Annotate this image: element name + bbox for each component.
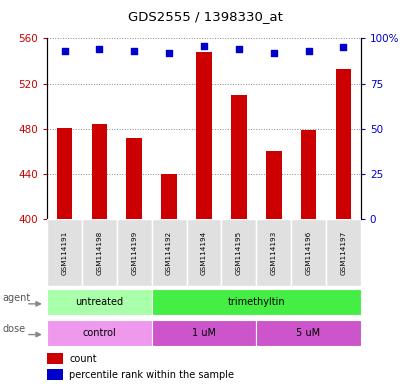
Bar	[161, 174, 177, 219]
Text: GSM114198: GSM114198	[96, 230, 102, 275]
Bar	[126, 138, 142, 219]
Text: GSM114195: GSM114195	[235, 230, 241, 275]
Text: GSM114199: GSM114199	[131, 230, 137, 275]
Text: GSM114196: GSM114196	[305, 230, 311, 275]
Text: GSM114192: GSM114192	[166, 230, 172, 275]
Bar	[151, 320, 256, 346]
Bar	[56, 127, 72, 219]
Bar	[325, 219, 360, 286]
Bar	[256, 219, 290, 286]
Bar	[300, 130, 316, 219]
Bar	[196, 52, 211, 219]
Text: trimethyltin: trimethyltin	[227, 297, 284, 308]
Bar	[47, 369, 63, 381]
Bar	[151, 219, 186, 286]
Bar	[221, 219, 256, 286]
Point	[166, 50, 172, 56]
Text: control: control	[82, 328, 116, 338]
Text: GDS2555 / 1398330_at: GDS2555 / 1398330_at	[127, 10, 282, 23]
Bar	[335, 69, 351, 219]
Text: GSM114191: GSM114191	[61, 230, 67, 275]
Point	[96, 46, 103, 52]
Bar	[230, 95, 246, 219]
Text: GSM114193: GSM114193	[270, 230, 276, 275]
Bar	[47, 320, 151, 346]
Text: GSM114197: GSM114197	[339, 230, 346, 275]
Bar	[256, 320, 360, 346]
Bar	[151, 290, 360, 315]
Bar	[47, 353, 63, 364]
Text: GSM114194: GSM114194	[200, 230, 207, 275]
Text: dose: dose	[2, 324, 25, 334]
Point	[305, 48, 311, 54]
Text: 1 uM: 1 uM	[191, 328, 216, 338]
Bar	[47, 290, 151, 315]
Point	[131, 48, 137, 54]
Point	[200, 43, 207, 49]
Text: percentile rank within the sample: percentile rank within the sample	[69, 370, 234, 380]
Bar	[265, 151, 281, 219]
Bar	[82, 219, 117, 286]
Text: 5 uM: 5 uM	[296, 328, 320, 338]
Point	[235, 46, 242, 52]
Bar	[117, 219, 151, 286]
Text: count: count	[69, 354, 97, 364]
Point	[270, 50, 276, 56]
Text: untreated: untreated	[75, 297, 123, 308]
Bar	[47, 219, 82, 286]
Text: agent: agent	[2, 293, 31, 303]
Bar	[290, 219, 325, 286]
Bar	[91, 124, 107, 219]
Point	[61, 48, 68, 54]
Bar	[186, 219, 221, 286]
Point	[339, 44, 346, 50]
